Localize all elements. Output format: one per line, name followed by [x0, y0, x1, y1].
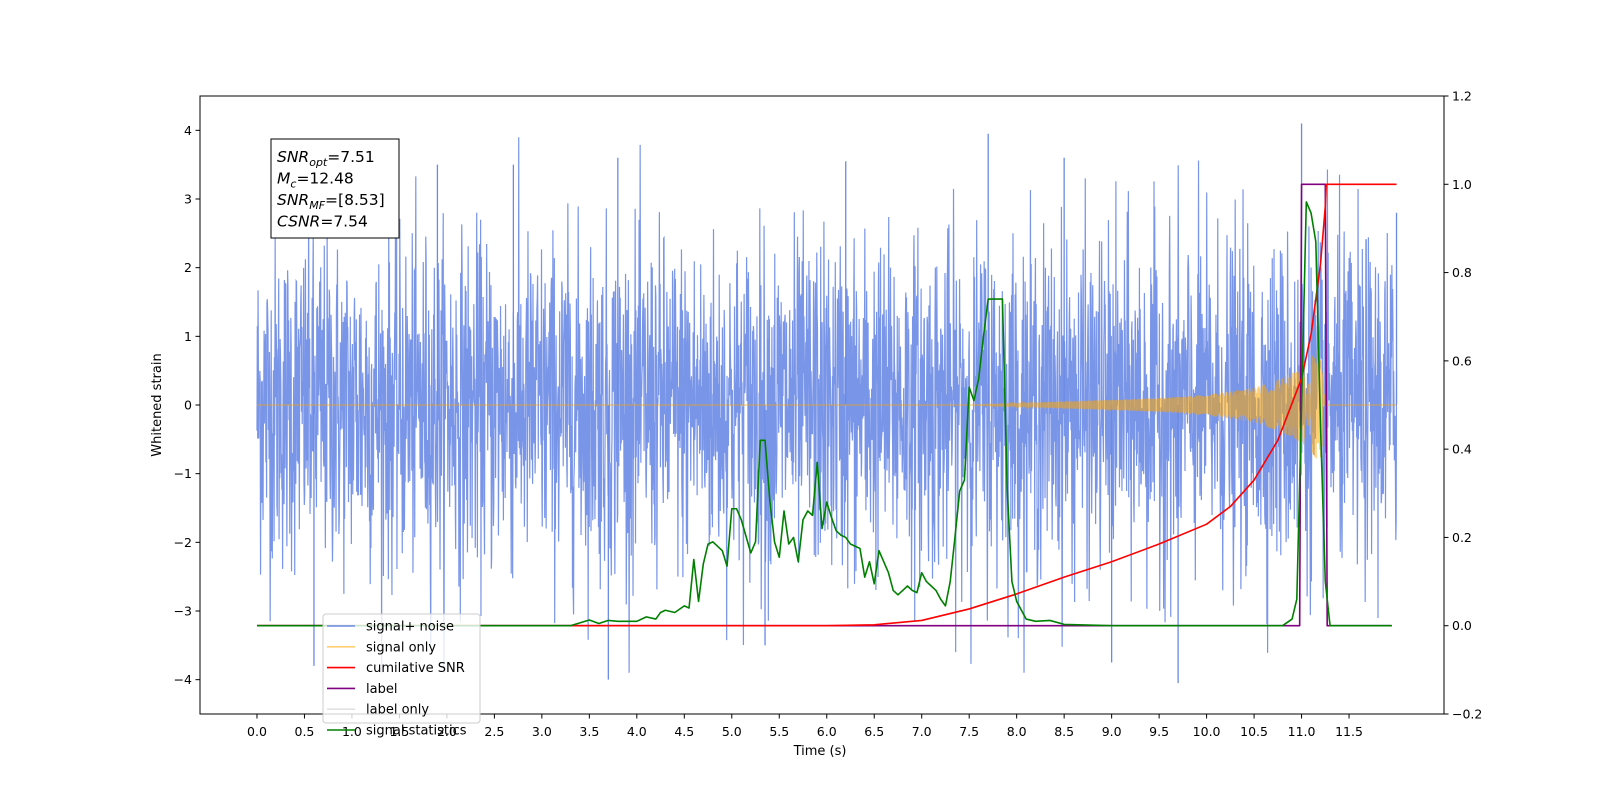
y2-tick-label: 0.8 — [1452, 265, 1472, 280]
y2-tick-label: 0.6 — [1452, 353, 1472, 368]
x-tick-label: 10.5 — [1240, 724, 1268, 739]
legend-box — [322, 613, 481, 724]
y2-axis: −0.2 0.0 0.2 0.4 0.6 0.8 1.0 1.2 — [1444, 89, 1482, 722]
y2-tick-label: 1.2 — [1452, 89, 1472, 104]
x-tick-label: 10.0 — [1193, 724, 1221, 739]
y2-tick-label: 0.0 — [1452, 618, 1472, 633]
x-tick-label: 6.5 — [864, 724, 884, 739]
y-tick-label: 2 — [184, 260, 192, 275]
x-tick-label: 9.5 — [1149, 724, 1169, 739]
x-axis-label: Time (s) — [793, 744, 847, 759]
x-tick-label: 8.5 — [1054, 724, 1074, 739]
x-tick-label: 7.0 — [912, 724, 932, 739]
x-tick-label: 6.0 — [817, 724, 837, 739]
y2-tick-label: −0.2 — [1452, 707, 1482, 722]
series-signal-statistics — [256, 201, 1392, 627]
x-tick-label: 1.0 — [342, 724, 362, 739]
x-tick-label: 4.0 — [627, 724, 647, 739]
x-tick-label: 2.0 — [437, 724, 457, 739]
x-axis: 0.0 0.5 1.0 1.5 2.0 2.5 3.0 3.5 4.0 4.5 5.0 5.5 6.0 6… — [247, 714, 1363, 739]
annotation-subscript: c — [290, 178, 296, 191]
annotation-symbol: M — [277, 170, 290, 188]
legend-label: label — [366, 682, 397, 697]
signal-only-layer — [256, 348, 1397, 459]
x-tick-label: 5.0 — [722, 724, 742, 739]
annotation-line: Mc=12.48 — [277, 170, 354, 191]
y-tick-label: 1 — [184, 329, 192, 344]
legend-label: cumilative SNR — [366, 661, 465, 676]
x-tick-label: 1.5 — [389, 724, 409, 739]
legend-label: signal only — [366, 640, 436, 655]
x-tick-label: 3.5 — [579, 724, 599, 739]
x-tick-label: 0.5 — [295, 724, 315, 739]
annotation-value: =[8.53] — [325, 191, 385, 209]
y-tick-label: −2 — [174, 535, 192, 550]
x-tick-label: 2.5 — [484, 724, 504, 739]
annotation-symbol: CSNR — [277, 213, 320, 231]
x-tick-label: 11.0 — [1288, 724, 1316, 739]
y-tick-label: −4 — [174, 672, 192, 687]
y-axis: −4 −3 −2 −1 0 1 2 3 4 — [174, 123, 200, 687]
annotation-symbol: SNR — [277, 191, 309, 209]
legend-label: signal+ noise — [366, 620, 454, 635]
y-tick-label: −1 — [174, 466, 192, 481]
annotation-value: =12.48 — [296, 170, 353, 188]
x-tick-label: 11.5 — [1335, 724, 1363, 739]
series-signal-only — [256, 348, 1327, 459]
y-tick-label: −3 — [174, 604, 192, 619]
annotation-line: SNRMF=[8.53] — [277, 191, 385, 212]
x-tick-label: 8.0 — [1007, 724, 1027, 739]
series-lines-layer — [256, 183, 1397, 627]
y2-tick-label: 0.4 — [1452, 442, 1472, 457]
y-tick-label: 3 — [184, 192, 192, 207]
y-axis-label: Whitened strain — [150, 353, 165, 456]
y2-tick-label: 1.0 — [1452, 177, 1472, 192]
legend-label: label only — [366, 703, 429, 718]
x-tick-label: 7.5 — [959, 724, 979, 739]
annotation-value: =7.51 — [327, 148, 375, 166]
annotation-subscript: MF — [309, 199, 325, 212]
signal-noise-layer — [256, 123, 1398, 684]
y-tick-label: 0 — [184, 398, 192, 413]
y2-tick-label: 0.2 — [1452, 530, 1472, 545]
annotation-symbol: SNR — [277, 148, 309, 166]
y-tick-label: 4 — [184, 123, 192, 138]
x-tick-label: 9.0 — [1102, 724, 1122, 739]
annotation-box — [270, 138, 400, 239]
legend: signal+ noise signal only cumilative SNR la… — [322, 613, 481, 739]
x-tick-label: 4.5 — [674, 724, 694, 739]
x-tick-label: 5.5 — [769, 724, 789, 739]
annotation-line: CSNR=7.54 — [277, 213, 368, 231]
annotation-subscript: opt — [309, 156, 328, 169]
x-tick-label: 3.0 — [532, 724, 552, 739]
annotation-line: SNRopt=7.51 — [277, 148, 375, 169]
legend-label: signal statistics — [366, 724, 467, 739]
annotation-value: =7.54 — [320, 213, 368, 231]
x-tick-label: 0.0 — [247, 724, 267, 739]
series-signal-noise — [256, 137, 1398, 673]
